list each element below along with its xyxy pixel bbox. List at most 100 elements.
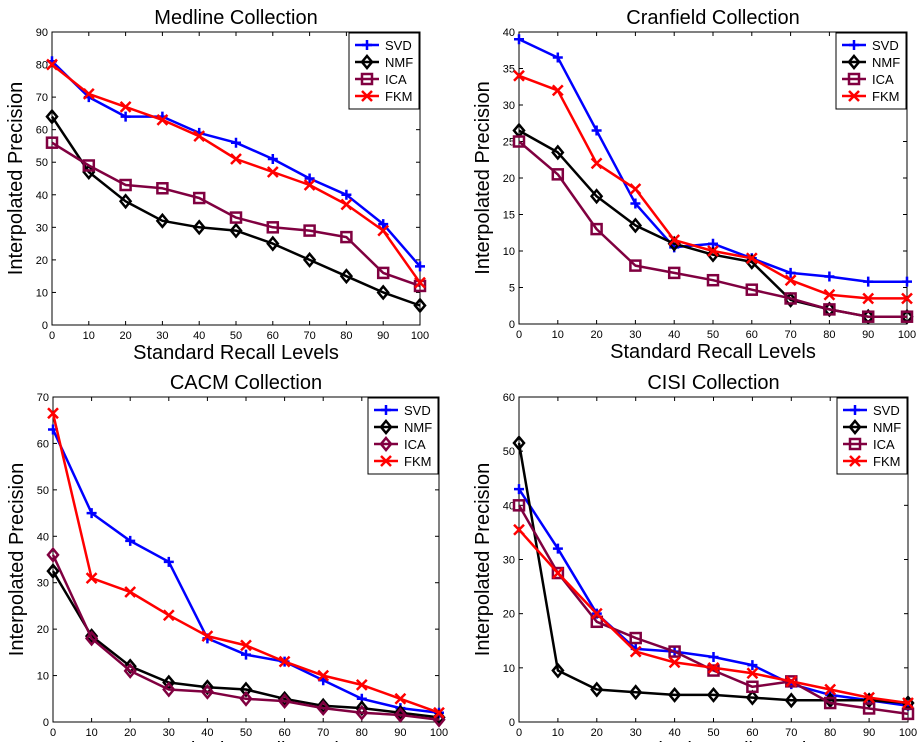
data-point-fkm — [46, 58, 58, 71]
data-point-ica — [512, 135, 526, 148]
data-point-ica — [861, 310, 875, 323]
x-tick-label: 80 — [356, 727, 368, 739]
y-tick-label: 70 — [36, 92, 48, 104]
data-point-ica — [590, 615, 604, 629]
data-point-fkm — [240, 639, 252, 652]
data-point-nmf — [277, 690, 292, 707]
y-tick-label: 0 — [43, 717, 49, 729]
x-axis-label: Standard Recall Levels — [611, 739, 817, 742]
data-point-fkm — [590, 607, 603, 620]
y-tick-label: 60 — [503, 392, 515, 404]
data-point-ica — [340, 230, 353, 244]
legend-marker — [360, 72, 374, 86]
x-tick-label: 0 — [516, 727, 522, 739]
series-line-nmf — [50, 115, 421, 307]
data-point-ica — [45, 136, 59, 149]
legend-label: NMF — [873, 420, 901, 435]
y-axis-label: Interpolated Precision — [6, 463, 28, 656]
y-tick-label: 40 — [37, 531, 49, 543]
data-point-fkm — [340, 198, 353, 211]
data-point-fkm — [629, 645, 642, 658]
x-tick-label: 100 — [430, 727, 448, 739]
series-ica — [45, 136, 427, 293]
legend-label: FKM — [873, 454, 900, 469]
data-point-ica — [119, 178, 132, 192]
legend-label: SVD — [872, 38, 899, 53]
y-tick-label: 40 — [36, 190, 48, 202]
data-point-nmf — [239, 681, 253, 698]
data-point-fkm — [433, 706, 445, 719]
y-tick-label: 20 — [36, 255, 48, 267]
x-tick-label: 90 — [862, 329, 874, 341]
legend: SVD NMF ICA FKM — [835, 32, 907, 110]
x-tick-label: 70 — [317, 727, 329, 739]
y-tick-label: 5 — [509, 283, 515, 295]
legend: SVD NMF ICA FKM — [367, 397, 439, 475]
y-tick-label: 50 — [37, 485, 49, 497]
data-point-fkm — [303, 179, 316, 191]
y-tick-label: 10 — [37, 671, 49, 683]
data-point-ica — [123, 662, 137, 679]
x-axis-label: Standard Recall Levels — [143, 739, 349, 742]
data-point-nmf — [784, 692, 798, 709]
x-tick-label: 80 — [340, 330, 352, 342]
data-point-svd — [341, 189, 352, 200]
legend-marker — [380, 455, 392, 467]
legend-label: FKM — [404, 454, 431, 469]
x-tick-label: 0 — [516, 329, 522, 341]
data-point-svd — [304, 173, 315, 184]
data-point-ica — [823, 303, 836, 316]
data-point-fkm — [355, 678, 368, 691]
data-point-ica — [862, 702, 876, 715]
y-tick-label: 80 — [36, 60, 48, 72]
chart-panel-4: 0 10 20 30 40 50 60 70 80 90 100 0 10 20 30 40 50 60 CISI … — [472, 372, 917, 742]
legend-marker — [379, 419, 393, 435]
data-point-fkm — [902, 697, 914, 709]
chart-panel-1: 0 10 20 30 40 50 60 70 80 90 100 0 10 20 30 40 50 60 70 80 9… — [5, 7, 429, 364]
y-tick-label: 90 — [36, 27, 48, 39]
data-point-fkm — [901, 292, 913, 305]
y-tick-label: 70 — [37, 392, 49, 404]
chart-title: Medline Collection — [154, 7, 317, 29]
data-point-nmf — [45, 108, 59, 125]
chart-title: Cranfield Collection — [626, 7, 799, 29]
series-ica — [46, 546, 446, 728]
data-point-fkm — [394, 692, 407, 705]
chart-panel-3: 0 10 20 30 40 50 60 70 80 90 100 0 10 20 30 40 50 60 70 CAC… — [6, 372, 448, 742]
data-point-svd — [591, 125, 602, 136]
y-tick-label: 30 — [36, 222, 48, 234]
series-line-ica — [51, 141, 421, 288]
legend-marker — [848, 419, 862, 435]
y-tick-label: 20 — [503, 173, 515, 185]
data-point-ica — [162, 681, 176, 698]
data-point-svd — [902, 276, 912, 287]
x-axis-label: Standard Recall Levels — [610, 341, 816, 363]
data-point-nmf — [590, 681, 604, 698]
x-tick-label: 50 — [240, 727, 252, 739]
data-point-svd — [785, 267, 796, 278]
data-point-ica — [200, 683, 215, 700]
data-point-svd — [125, 535, 136, 546]
legend-marker — [361, 90, 373, 102]
data-point-svd — [378, 219, 389, 230]
chart-title: CACM Collection — [170, 372, 322, 394]
x-tick-label: 50 — [707, 727, 719, 739]
data-point-nmf — [512, 435, 526, 451]
x-tick-label: 70 — [785, 727, 797, 739]
data-point-fkm — [862, 292, 875, 305]
y-tick-label: 60 — [36, 125, 48, 137]
x-tick-label: 30 — [163, 727, 175, 739]
x-tick-label: 10 — [552, 329, 564, 341]
data-point-fkm — [230, 153, 242, 165]
data-point-ica — [266, 221, 280, 234]
y-tick-label: 50 — [36, 157, 48, 169]
data-point-ica — [512, 499, 526, 512]
data-point-ica — [84, 630, 99, 647]
x-tick-label: 0 — [50, 727, 56, 739]
data-point-fkm — [124, 586, 137, 598]
data-point-nmf — [229, 222, 243, 239]
data-point-svd — [708, 652, 719, 662]
data-point-svd — [824, 271, 835, 282]
data-point-ica — [629, 259, 642, 272]
x-tick-label: 20 — [124, 727, 136, 739]
